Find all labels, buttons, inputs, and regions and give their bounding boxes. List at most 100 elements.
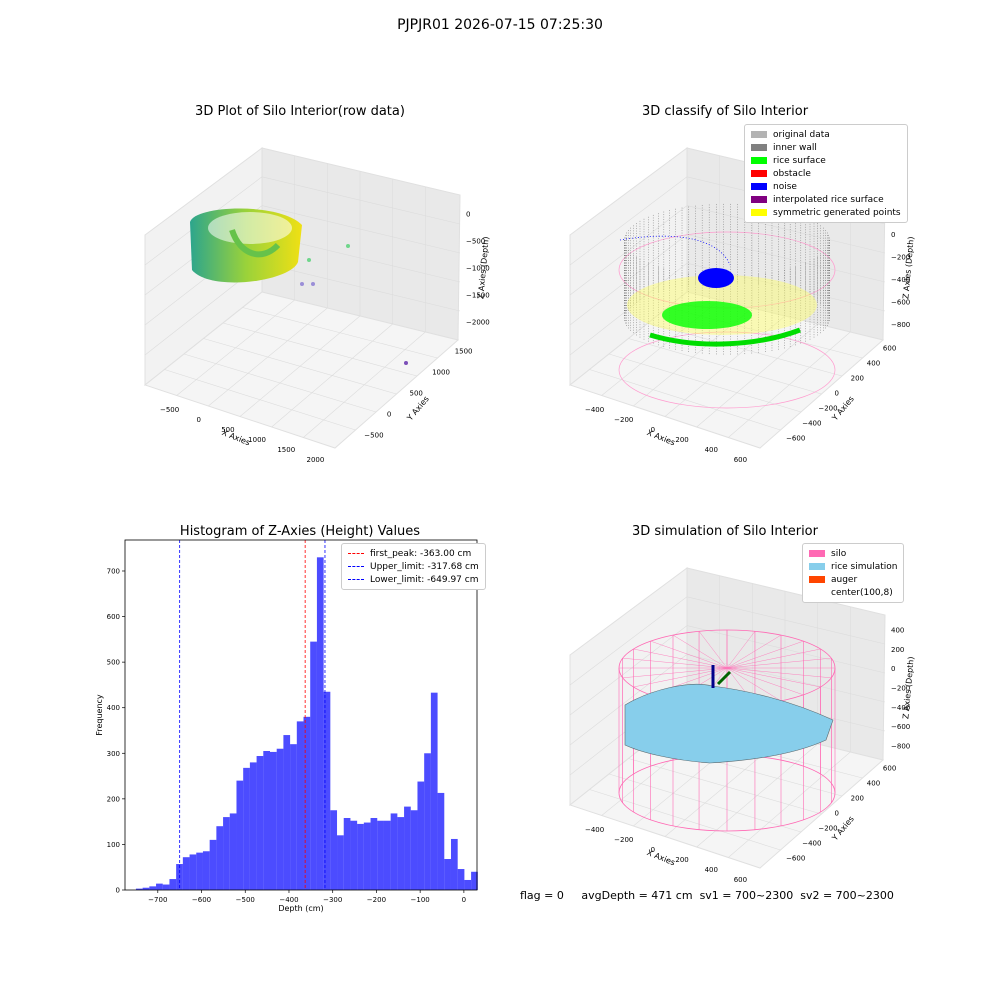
legend-line-red xyxy=(348,553,364,554)
z-tick-label: −800 xyxy=(891,321,910,329)
legend-item-inner-wall: inner wall xyxy=(751,141,901,154)
x-tick-label: 400 xyxy=(705,446,718,454)
simulation-plot-axes: −400−2000200400600−600−400−2000200400600… xyxy=(568,567,916,884)
noise-cluster xyxy=(698,268,734,288)
grid-line xyxy=(569,596,688,686)
x-tick-label: 1500 xyxy=(277,446,295,454)
z-tick-label: −200 xyxy=(891,685,910,693)
histogram-bar xyxy=(296,721,304,890)
histogram-bar xyxy=(323,691,331,890)
histogram-bar xyxy=(169,879,177,890)
z-tick-label: −600 xyxy=(891,298,910,306)
legend-item-original-data: original data xyxy=(751,128,901,141)
histogram-bar xyxy=(243,767,250,890)
legend-item-silo: silo xyxy=(809,547,897,560)
y-tick-label: 0 xyxy=(835,810,839,818)
z-tick-label: −600 xyxy=(891,723,910,731)
histogram-bar xyxy=(363,822,371,890)
y-tick-label: 0 xyxy=(116,887,120,895)
histogram-bar xyxy=(229,813,237,890)
grid-line xyxy=(686,654,886,703)
legend-label: inner wall xyxy=(773,142,817,153)
y-tick-label: 100 xyxy=(107,841,120,849)
legend-swatch xyxy=(751,131,767,138)
histogram-bar xyxy=(424,753,431,890)
histogram-bar xyxy=(437,792,445,890)
z-tick-label: 200 xyxy=(891,646,904,654)
y-tick-label: 1000 xyxy=(432,369,450,377)
legend-item-rice-surface: rice surface xyxy=(751,154,901,167)
silo-spoke-line xyxy=(726,657,832,669)
histogram-bar xyxy=(471,871,478,890)
y-tick-label: 400 xyxy=(867,360,880,368)
outlier-point xyxy=(346,244,350,248)
histogram-frame xyxy=(124,539,478,891)
figure-suptitle: PJPJR01 2026-07-15 07:25:30 xyxy=(397,17,603,33)
silo-spoke-line xyxy=(726,667,821,688)
x-tick-label: −400 xyxy=(585,826,604,834)
histogram-bar xyxy=(343,817,351,890)
histogram-bar xyxy=(390,813,398,890)
grid-line xyxy=(261,262,461,312)
x-axis-label: Depth (cm) xyxy=(278,904,323,913)
silo-spoke-line xyxy=(698,631,728,669)
grid-line xyxy=(261,205,461,254)
histogram-bar xyxy=(303,716,311,890)
legend-swatch xyxy=(751,144,767,151)
histogram-bar xyxy=(337,835,344,890)
point-cloud-floor xyxy=(229,228,281,258)
legend-label: auger xyxy=(831,574,858,585)
legend-label: symmetric generated points xyxy=(773,207,901,218)
z-tick-label: −1500 xyxy=(466,292,490,300)
z-tick-label: −800 xyxy=(891,742,910,750)
z-tick-label: 400 xyxy=(891,627,904,635)
legend-swatch xyxy=(809,589,825,596)
histogram-bar xyxy=(156,883,163,890)
y-tick-label: 500 xyxy=(107,659,120,667)
y-tick-label: 1500 xyxy=(455,348,473,356)
x-tick-label: −400 xyxy=(279,896,298,904)
y-tick-label: 200 xyxy=(107,795,120,803)
histogram-bar xyxy=(310,641,317,890)
x-tick-label: 500 xyxy=(221,426,234,434)
classify-legend: original data inner wall rice surface ob… xyxy=(744,124,908,223)
histogram-bar xyxy=(196,852,203,890)
histogram-title: Histogram of Z-Axies (Height) Values xyxy=(179,524,421,539)
y-tick-label: 0 xyxy=(835,390,839,398)
raw-plot-axes: −500 0 500 1000 1500 2000 −500 0 500 1000 1500 0 −50… xyxy=(143,147,491,464)
silo-spoke-line xyxy=(726,648,821,669)
legend-label: rice surface xyxy=(773,155,826,166)
histogram-bar xyxy=(135,888,143,890)
legend-label: center(100,8) xyxy=(831,587,893,598)
sv1-text: sv1 = 700~2300 xyxy=(699,889,794,902)
histogram-bar xyxy=(410,810,418,890)
legend-label: rice simulation xyxy=(831,561,898,572)
x-tick-label: −700 xyxy=(148,896,167,904)
histogram-bar xyxy=(430,692,438,890)
status-line: flag = 0 avgDepth = 471 cm sv1 = 700~230… xyxy=(520,889,894,902)
grid-line xyxy=(242,307,438,359)
rice-simulation-surface xyxy=(624,683,834,764)
y-tick-label: 600 xyxy=(107,613,120,621)
grid-line xyxy=(569,625,688,716)
x-tick-label: 600 xyxy=(734,456,747,464)
silo-spoke-line xyxy=(622,667,728,679)
outlier-point xyxy=(404,361,408,365)
legend-label: Lower_limit: -649.97 cm xyxy=(370,574,479,585)
histogram-bar xyxy=(189,854,197,890)
legend-swatch xyxy=(809,576,825,583)
grid-line xyxy=(569,176,688,266)
x-tick-label: 1000 xyxy=(248,436,266,444)
histogram-bar xyxy=(383,820,391,890)
y-axis-label: Frequency xyxy=(95,694,104,736)
legend-label: obstacle xyxy=(773,168,811,179)
y-tick-label: 500 xyxy=(410,390,423,398)
legend-line-blue xyxy=(348,566,364,567)
z-tick-label: −500 xyxy=(466,238,485,246)
x-tick-label: −200 xyxy=(614,836,633,844)
legend-item-upper-limit: Upper_limit: -317.68 cm xyxy=(348,560,479,573)
histogram-bar xyxy=(209,839,217,890)
avg-depth-text: avgDepth = 471 cm xyxy=(581,889,693,902)
y-tick-label: 200 xyxy=(851,375,864,383)
